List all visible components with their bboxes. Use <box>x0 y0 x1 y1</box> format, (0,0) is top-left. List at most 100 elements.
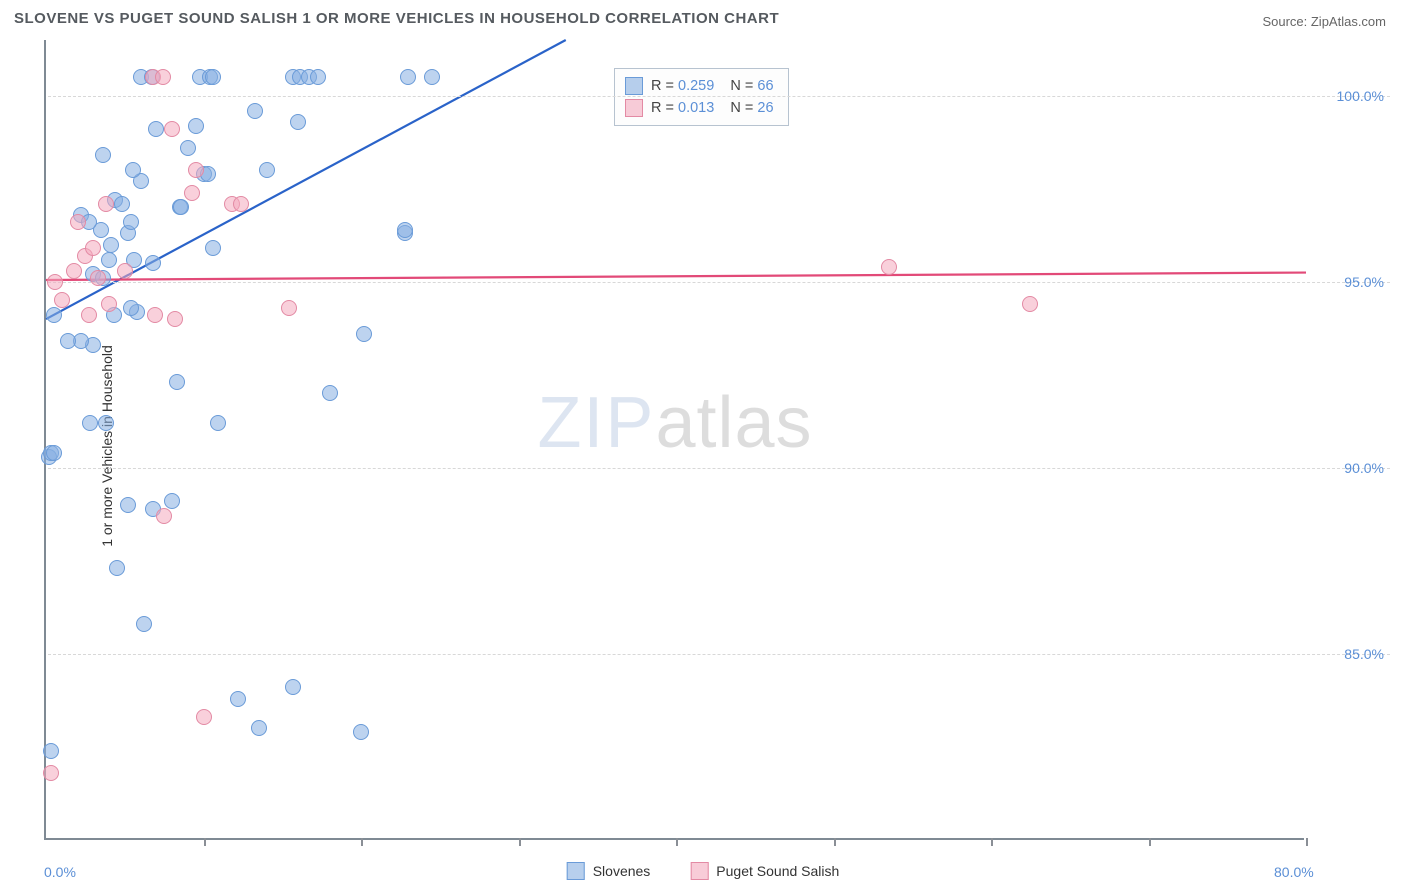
source-label: Source: <box>1262 14 1310 29</box>
scatter-point <box>54 292 70 308</box>
scatter-point <box>400 69 416 85</box>
scatter-point <box>310 69 326 85</box>
scatter-point <box>46 445 62 461</box>
scatter-point <box>81 307 97 323</box>
scatter-point <box>184 185 200 201</box>
scatter-point <box>95 147 111 163</box>
scatter-point <box>123 300 139 316</box>
plot-wrapper: ZIPatlas R = 0.259 N = 66R = 0.013 N = 2… <box>44 40 1390 840</box>
x-tick <box>204 838 206 846</box>
scatter-point <box>322 385 338 401</box>
scatter-point <box>259 162 275 178</box>
legend-swatch <box>625 77 643 95</box>
scatter-point <box>136 616 152 632</box>
gridline-horizontal <box>48 468 1390 469</box>
x-tick <box>991 838 993 846</box>
x-tick <box>1149 838 1151 846</box>
x-tick <box>361 838 363 846</box>
legend-item: Slovenes <box>567 862 651 880</box>
scatter-point <box>43 743 59 759</box>
scatter-point <box>109 560 125 576</box>
scatter-point <box>101 296 117 312</box>
gridline-horizontal <box>48 654 1390 655</box>
scatter-point <box>103 237 119 253</box>
plot-area: ZIPatlas R = 0.259 N = 66R = 0.013 N = 2… <box>44 40 1304 840</box>
scatter-point <box>120 497 136 513</box>
scatter-point <box>117 263 133 279</box>
scatter-point <box>281 300 297 316</box>
source-attribution: Source: ZipAtlas.com <box>1262 14 1386 29</box>
scatter-point <box>47 274 63 290</box>
scatter-point <box>70 214 86 230</box>
watermark: ZIPatlas <box>537 382 812 464</box>
scatter-point <box>356 326 372 342</box>
scatter-point <box>173 199 189 215</box>
gridline-horizontal <box>48 96 1390 97</box>
scatter-point <box>66 263 82 279</box>
scatter-point <box>210 415 226 431</box>
x-tick <box>676 838 678 846</box>
scatter-point <box>156 508 172 524</box>
legend-swatch <box>690 862 708 880</box>
correlation-legend-box: R = 0.259 N = 66R = 0.013 N = 26 <box>614 68 789 126</box>
legend-label: Slovenes <box>593 863 651 879</box>
scatter-point <box>1022 296 1038 312</box>
scatter-point <box>205 240 221 256</box>
scatter-point <box>188 162 204 178</box>
source-value: ZipAtlas.com <box>1311 14 1386 29</box>
scatter-point <box>353 724 369 740</box>
scatter-point <box>164 121 180 137</box>
y-tick-label: 95.0% <box>1314 274 1384 290</box>
scatter-point <box>60 333 76 349</box>
scatter-point <box>285 679 301 695</box>
scatter-point <box>145 255 161 271</box>
scatter-point <box>230 691 246 707</box>
scatter-point <box>233 196 249 212</box>
scatter-point <box>247 103 263 119</box>
regression-lines-layer <box>46 40 1306 840</box>
scatter-point <box>251 720 267 736</box>
scatter-point <box>85 240 101 256</box>
watermark-atlas: atlas <box>655 383 812 463</box>
legend-text: R = 0.013 N = 26 <box>651 97 774 119</box>
scatter-point <box>290 114 306 130</box>
legend-swatch <box>567 862 585 880</box>
x-tick <box>1306 838 1308 846</box>
chart-title: SLOVENE VS PUGET SOUND SALISH 1 OR MORE … <box>14 10 779 27</box>
scatter-point <box>98 196 114 212</box>
scatter-point <box>881 259 897 275</box>
x-axis-max-label: 80.0% <box>1274 864 1314 880</box>
legend-item: Puget Sound Salish <box>690 862 839 880</box>
legend-swatch <box>625 99 643 117</box>
scatter-point <box>169 374 185 390</box>
series-legend: Slovenes Puget Sound Salish <box>567 862 840 880</box>
scatter-point <box>46 307 62 323</box>
scatter-point <box>125 162 141 178</box>
scatter-point <box>164 493 180 509</box>
scatter-point <box>90 270 106 286</box>
scatter-point <box>148 121 164 137</box>
y-tick-label: 85.0% <box>1314 646 1384 662</box>
x-tick <box>834 838 836 846</box>
scatter-point <box>43 765 59 781</box>
y-tick-label: 90.0% <box>1314 460 1384 476</box>
legend-row: R = 0.013 N = 26 <box>625 97 774 119</box>
watermark-zip: ZIP <box>537 383 655 463</box>
x-axis-min-label: 0.0% <box>44 864 76 880</box>
regression-line <box>46 273 1306 280</box>
scatter-point <box>82 415 98 431</box>
scatter-point <box>98 415 114 431</box>
scatter-point <box>180 140 196 156</box>
scatter-point <box>188 118 204 134</box>
x-tick <box>519 838 521 846</box>
legend-text: R = 0.259 N = 66 <box>651 75 774 97</box>
scatter-point <box>205 69 221 85</box>
legend-label: Puget Sound Salish <box>716 863 839 879</box>
scatter-point <box>147 307 163 323</box>
scatter-point <box>114 196 130 212</box>
y-tick-label: 100.0% <box>1314 88 1384 104</box>
scatter-point <box>123 214 139 230</box>
scatter-point <box>167 311 183 327</box>
legend-row: R = 0.259 N = 66 <box>625 75 774 97</box>
gridline-horizontal <box>48 282 1390 283</box>
